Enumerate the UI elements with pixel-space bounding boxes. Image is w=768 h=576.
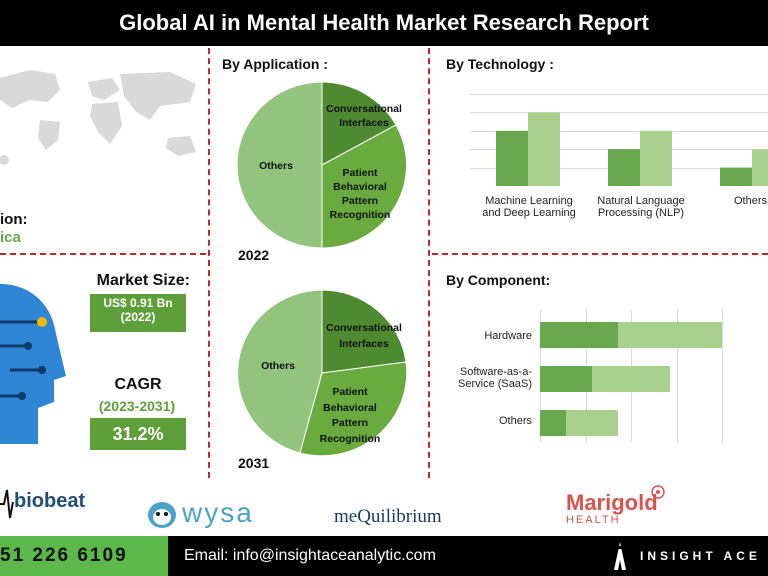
marigold-flower-icon <box>651 485 665 499</box>
footer-brand-bar <box>598 536 768 576</box>
application-title: By Application : <box>222 56 329 72</box>
footer-email[interactable]: Email: info@insightaceanalytic.com <box>184 547 436 564</box>
component-chart <box>540 310 723 442</box>
pie-2031-slice-patient <box>299 361 408 457</box>
tech-bar <box>528 112 560 186</box>
market-size-box: US$ 0.91 Bn (2022) <box>90 294 186 332</box>
world-map-icon <box>0 70 196 165</box>
pie-2022-label-pat-1: Patient <box>342 167 378 179</box>
pie-2022-slice-conversational <box>321 81 397 166</box>
comp-bar <box>540 322 618 348</box>
tech-axis-label-ml-line1: Machine Learning <box>485 195 573 207</box>
biobeat-pulse-icon <box>0 489 14 519</box>
pie-2022-slice-patient <box>321 124 407 249</box>
footer-email-bar <box>168 536 598 576</box>
comp-label-others: Others <box>498 415 532 427</box>
tech-axis-label-ml: Machine Learning and Deep Learning <box>470 195 588 219</box>
cagr-value: 31.2% <box>90 418 186 450</box>
tech-axis-label-ml-line2: and Deep Learning <box>482 207 576 219</box>
comp-bar <box>566 410 618 436</box>
region-value: ica <box>0 229 21 246</box>
pie-2022-slice-others <box>236 81 323 249</box>
ai-head-icon <box>0 284 66 444</box>
tech-bar <box>752 149 768 186</box>
comp-label-saas-line2: Service (SaaS) <box>458 378 532 390</box>
pie-2031-slice-conversational <box>321 289 407 374</box>
pie-2022-year: 2022 <box>238 247 270 263</box>
technology-chart <box>470 94 768 186</box>
divider-left-horizontal <box>0 253 206 255</box>
pie-2031-label-conv-1: Conversational <box>326 322 402 334</box>
logo-mequilibrium: meQuilibrium <box>334 506 442 527</box>
pie-2031-label-pat-4: Recognition <box>320 433 381 445</box>
page-title: Global AI in Mental Health Market Resear… <box>119 10 649 35</box>
comp-label-saas: Software-as-a- Service (SaaS) <box>440 366 532 390</box>
footer-phone-bar <box>0 536 168 576</box>
technology-title: By Technology : <box>446 56 554 72</box>
pie-2022-label-pat-3: Pattern <box>342 195 378 207</box>
market-size-label: Market Size: <box>96 272 190 289</box>
logo-marigold: Marigold <box>566 490 658 515</box>
pie-2031-year: 2031 <box>238 455 270 471</box>
market-size-year: (2022) <box>120 310 156 324</box>
comp-bar <box>540 410 566 436</box>
pie-2031: Others Conversational Interfaces Patient… <box>237 289 408 457</box>
logo-band <box>0 478 768 536</box>
comp-bar <box>592 366 670 392</box>
tech-bar <box>720 167 752 186</box>
pie-2031-label-pat-1: Patient <box>332 386 368 398</box>
logo-marigold-sub: HEALTH <box>566 514 621 526</box>
comp-bar <box>618 322 722 348</box>
pie-2022-label-conv-2: Interfaces <box>339 117 389 129</box>
tech-axis-label-nlp-line2: Processing (NLP) <box>597 207 685 219</box>
tech-bar <box>608 149 640 186</box>
logo-wysa: wysa <box>182 497 254 528</box>
wysa-penguin-icon <box>148 502 176 528</box>
pie-2022-label-others: Others <box>259 160 293 172</box>
pie-2022-label-pat-2: Behavioral <box>333 181 387 193</box>
divider-left <box>208 48 210 478</box>
insightace-logo-icon <box>614 542 626 570</box>
pie-2031-label-others: Others <box>261 360 295 372</box>
title-bar <box>0 0 768 46</box>
divider-right-horizontal <box>432 253 768 255</box>
tech-axis-label-nlp: Natural Language Processing (NLP) <box>582 195 700 219</box>
tech-bar <box>640 130 672 186</box>
tech-bar <box>496 130 528 186</box>
pie-2031-label-pat-2: Behavioral <box>323 402 377 414</box>
cagr-period: (2023-2031) <box>98 398 176 414</box>
comp-bar <box>540 366 592 392</box>
divider-right <box>428 48 430 478</box>
cagr-label: CAGR <box>114 376 162 393</box>
tech-axis-label-others: Others <box>734 195 768 207</box>
region-label: ion: <box>0 211 28 228</box>
footer-phone: 51 226 6109 <box>0 545 128 566</box>
pie-2022-label-conv-1: Conversational <box>326 103 402 115</box>
market-size-value: US$ 0.91 Bn <box>103 296 173 310</box>
pie-2031-label-pat-3: Pattern <box>332 417 368 429</box>
pie-2031-label-conv-2: Interfaces <box>339 338 389 350</box>
component-title: By Component: <box>446 272 551 288</box>
footer-brand: INSIGHT ACE <box>640 549 761 563</box>
pie-2022-label-pat-4: Recognition <box>330 209 391 221</box>
pie-2022: Others Conversational Interfaces Patient… <box>236 81 407 249</box>
logo-biobeat: biobeat <box>14 490 86 512</box>
tech-axis-label-nlp-line1: Natural Language <box>597 195 685 207</box>
pie-2031-slice-others <box>237 289 323 454</box>
comp-label-hardware: Hardware <box>484 330 532 342</box>
comp-label-saas-line1: Software-as-a- <box>459 366 532 378</box>
